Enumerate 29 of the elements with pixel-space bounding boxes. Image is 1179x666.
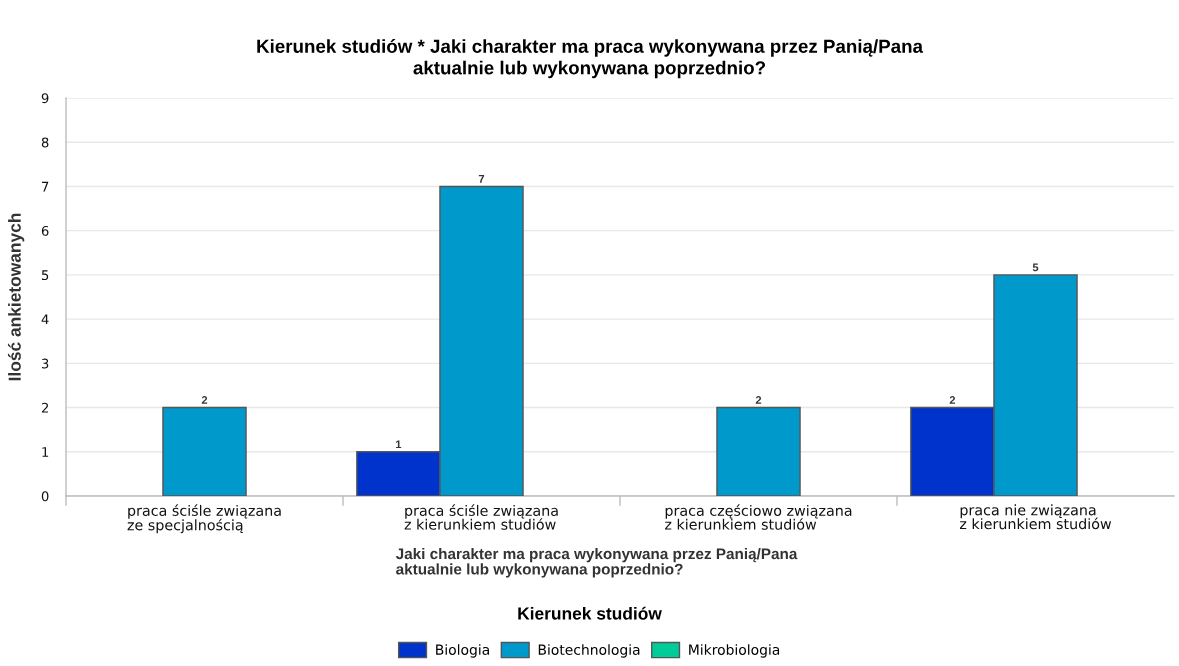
y-tick-label: 7 xyxy=(42,181,49,192)
x-tick-label: praca ściśle związana z kierunkiem studiów xyxy=(404,504,558,530)
x-tick-label: praca ściśle związana ze specjalnością xyxy=(127,504,281,534)
y-tick-label: 1 xyxy=(42,447,49,457)
data-label: 2 xyxy=(201,396,208,404)
data-label: 5 xyxy=(1032,263,1039,272)
data-label: 1 xyxy=(396,440,402,449)
chart-title: Kierunek studiów * Jaki charakter ma praca wykonywana przez Panią/Pana aktualnie lub wykonywana poprzednio? xyxy=(257,39,924,79)
y-tick-label: 3 xyxy=(41,358,49,369)
x-axis-title: Jaki charakter ma praca wykonywana przez Panią/Pana aktualnie lub wykonywana poprzednio? xyxy=(395,548,798,578)
bar xyxy=(162,406,247,496)
legend-label: Biologia xyxy=(436,644,489,658)
y-tick-label: 5 xyxy=(41,270,49,281)
data-label: 2 xyxy=(949,396,956,404)
y-tick-label: 0 xyxy=(41,491,49,502)
y-tick-label: 4 xyxy=(41,314,49,325)
legend-title: Kierunek studiów xyxy=(518,606,662,620)
data-label: 7 xyxy=(478,175,485,183)
x-tick-label: praca nie związana z kierunkiem studiów xyxy=(959,504,1112,530)
y-tick-label: 2 xyxy=(41,402,49,413)
y-tick-label: 8 xyxy=(41,137,49,148)
legend-label: Mikrobiologia xyxy=(689,644,780,658)
data-label: 2 xyxy=(755,396,762,404)
x-tick-label: praca częściowo związana z kierunkiem studiów xyxy=(665,504,852,530)
legend-label: Biotechnologia xyxy=(538,644,640,658)
y-tick-label: 9 xyxy=(41,93,49,104)
bar xyxy=(716,406,801,496)
y-tick-label: 6 xyxy=(41,225,49,236)
y-axis-title: Ilość ankietowanych xyxy=(7,213,25,381)
